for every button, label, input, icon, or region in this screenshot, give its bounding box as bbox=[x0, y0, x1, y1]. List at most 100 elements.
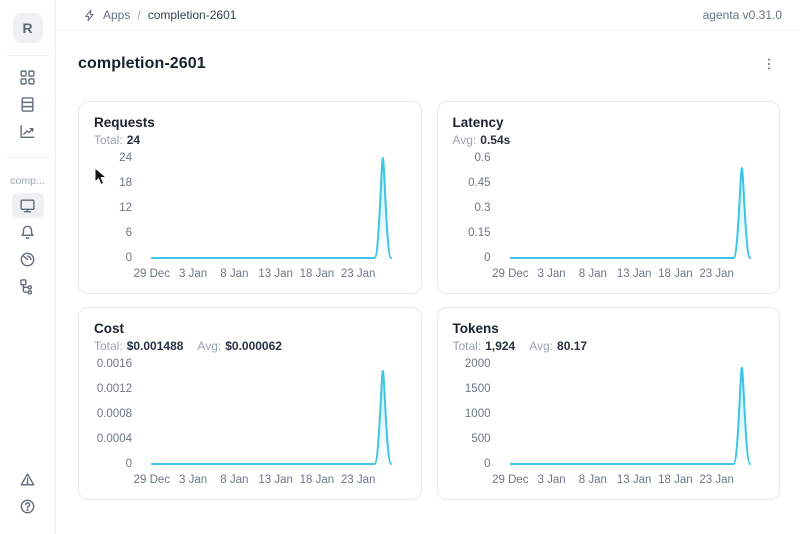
x-tick-label: 8 Jan bbox=[220, 474, 249, 486]
y-axis-labels: 0 6 12 18 24 bbox=[94, 152, 144, 264]
sidebar-item-help[interactable] bbox=[12, 494, 44, 519]
y-tick-label: 18 bbox=[119, 177, 132, 189]
chart-plot: 29 Dec 3 Jan 8 Jan 13 Jan 18 Jan 23 Jan bbox=[134, 152, 406, 283]
chart-area: 0 6 12 18 24 29 Dec 3 Jan 8 Jan 13 Jan 18 Jan 23 … bbox=[94, 152, 406, 283]
y-tick-label: 0.15 bbox=[468, 227, 491, 239]
y-axis-labels: 0 500 1000 1500 2000 bbox=[453, 358, 503, 470]
area-fill bbox=[151, 371, 392, 464]
y-tick-label: 0.0008 bbox=[96, 408, 132, 420]
x-tick-label: 3 Jan bbox=[537, 474, 566, 486]
series-line bbox=[510, 368, 749, 464]
area-chart-svg bbox=[503, 152, 765, 264]
x-tick-label: 13 Jan bbox=[258, 474, 293, 486]
chart-plot: 29 Dec 3 Jan 8 Jan 13 Jan 18 Jan 23 Jan bbox=[134, 358, 406, 489]
main-area: Apps / completion-2601 agenta v0.31.0 co… bbox=[56, 0, 800, 534]
area-chart-svg bbox=[144, 152, 406, 264]
stat: Total: 24 bbox=[94, 133, 141, 147]
x-tick-label: 23 Jan bbox=[340, 474, 376, 486]
x-tick-label: 29 Dec bbox=[133, 474, 171, 486]
area-chart-svg bbox=[503, 358, 765, 470]
breadcrumb-separator: / bbox=[137, 8, 141, 22]
sidebar-item-testsets[interactable] bbox=[12, 92, 44, 117]
y-tick-label: 0.0016 bbox=[96, 358, 132, 370]
chart-stats: Total: 24 bbox=[94, 133, 406, 147]
y-axis-labels: 0 0.0004 0.0008 0.0012 0.0016 bbox=[94, 358, 144, 470]
chart-area: 0 0.15 0.3 0.45 0.6 29 Dec 3 Jan 8 Jan 13 Jan 18… bbox=[453, 152, 765, 283]
stat: Total: 1,924 bbox=[452, 339, 516, 353]
page-title: completion-2601 bbox=[78, 55, 206, 72]
chart-plot: 29 Dec 3 Jan 8 Jan 13 Jan 18 Jan 23 Jan bbox=[492, 358, 765, 489]
y-tick-label: 0 bbox=[125, 458, 132, 470]
sidebar-item-observability[interactable] bbox=[12, 247, 44, 272]
chart-card-requests: Requests Total: 24 0 6 12 18 24 29 Dec 3 Jan 8 … bbox=[78, 101, 422, 294]
grid-icon bbox=[20, 70, 35, 85]
charts-grid: Requests Total: 24 0 6 12 18 24 29 Dec 3 Jan 8 … bbox=[78, 101, 780, 500]
x-tick-label: 13 Jan bbox=[616, 474, 652, 486]
question-circle-icon bbox=[20, 499, 35, 514]
y-tick-label: 0.6 bbox=[474, 152, 491, 164]
y-tick-label: 0.45 bbox=[468, 177, 491, 189]
page-content: completion-2601 Requests Total: 24 0 6 12 18… bbox=[56, 31, 800, 534]
area-fill bbox=[510, 367, 750, 464]
x-tick-label: 23 Jan bbox=[699, 268, 734, 280]
page-actions-menu-button[interactable] bbox=[758, 54, 780, 74]
x-tick-label: 29 Dec bbox=[492, 268, 529, 280]
stat: Avg: 80.17 bbox=[529, 339, 588, 353]
x-tick-label: 18 Jan bbox=[658, 474, 693, 486]
sidebar-item-notifications[interactable] bbox=[12, 220, 44, 245]
chart-card-tokens: Tokens Total: 1,924 Avg: 80.17 0 500 1000 1500… bbox=[436, 307, 780, 500]
x-tick-label: 13 Jan bbox=[616, 268, 652, 280]
chart-title: Tokens bbox=[452, 321, 499, 336]
x-tick-label: 23 Jan bbox=[340, 268, 376, 280]
chart-card-latency: Latency Avg: 0.54s 0 0.15 0.3 0.45 0.6 29 Dec… bbox=[436, 101, 780, 294]
sidebar-item-alerts[interactable] bbox=[12, 467, 44, 492]
y-axis-labels: 0 0.15 0.3 0.45 0.6 bbox=[453, 152, 503, 264]
chart-plot: 29 Dec 3 Jan 8 Jan 13 Jan 18 Jan 23 Jan bbox=[492, 152, 765, 283]
chart-area: 0 0.0004 0.0008 0.0012 0.0016 29 Dec 3 Jan 8 J… bbox=[94, 358, 406, 489]
sidebar-divider bbox=[6, 157, 49, 158]
sidebar-item-overview[interactable] bbox=[11, 193, 44, 218]
y-tick-label: 6 bbox=[125, 227, 132, 239]
x-tick-label: 13 Jan bbox=[258, 268, 293, 280]
y-tick-label: 1000 bbox=[464, 408, 491, 420]
sidebar-divider bbox=[6, 55, 49, 56]
chart-stats: Total: 1,924 Avg: 80.17 bbox=[453, 339, 765, 353]
workspace-avatar[interactable]: R bbox=[12, 13, 43, 43]
y-tick-label: 500 bbox=[471, 433, 491, 445]
chart-title: Latency bbox=[452, 115, 504, 130]
x-tick-label: 29 Dec bbox=[492, 474, 529, 486]
sidebar-app-group-label: comp... bbox=[10, 175, 45, 187]
series-line bbox=[510, 168, 749, 258]
area-chart-svg bbox=[144, 358, 406, 470]
chart-area: 0 500 1000 1500 2000 29 Dec 3 Jan 8 Jan 13 Jan 1… bbox=[453, 358, 765, 489]
y-tick-label: 0.0004 bbox=[96, 433, 132, 445]
sidebar-item-apps[interactable] bbox=[12, 65, 44, 90]
tree-icon bbox=[20, 279, 33, 295]
x-tick-label: 8 Jan bbox=[578, 474, 607, 486]
x-axis-labels: 29 Dec 3 Jan 8 Jan 13 Jan 18 Jan 23 Jan bbox=[134, 474, 406, 489]
stat: Avg: 0.54s bbox=[452, 133, 511, 147]
x-axis-labels: 29 Dec 3 Jan 8 Jan 13 Jan 18 Jan 23 Jan bbox=[134, 268, 406, 283]
page-header-row: completion-2601 bbox=[78, 54, 780, 74]
y-tick-label: 2000 bbox=[464, 358, 491, 370]
sidebar-item-traces[interactable] bbox=[12, 274, 44, 299]
series-line bbox=[152, 158, 391, 258]
breadcrumb-apps-link[interactable]: Apps bbox=[103, 8, 131, 22]
chart-stats: Total: $0.001488 Avg: $0.000062 bbox=[94, 339, 406, 353]
breadcrumb: Apps / completion-2601 bbox=[83, 8, 236, 22]
sidebar-item-evaluations[interactable] bbox=[12, 119, 44, 144]
y-tick-label: 1500 bbox=[464, 383, 491, 395]
series-line bbox=[152, 371, 391, 464]
y-tick-label: 0.3 bbox=[474, 202, 491, 214]
breadcrumb-current-app[interactable]: completion-2601 bbox=[147, 8, 237, 22]
gauge-icon bbox=[20, 252, 35, 267]
y-tick-label: 0.0012 bbox=[96, 383, 132, 395]
x-tick-label: 3 Jan bbox=[537, 268, 566, 280]
y-tick-label: 12 bbox=[119, 202, 132, 214]
y-tick-label: 0 bbox=[125, 252, 132, 264]
x-tick-label: 3 Jan bbox=[179, 474, 208, 486]
bell-icon bbox=[21, 225, 34, 240]
monitor-icon bbox=[20, 199, 35, 213]
x-tick-label: 8 Jan bbox=[578, 268, 607, 280]
